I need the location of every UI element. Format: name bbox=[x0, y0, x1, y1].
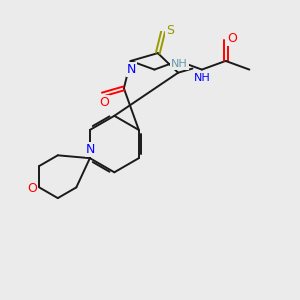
Text: O: O bbox=[99, 96, 109, 110]
Text: NH: NH bbox=[171, 59, 188, 69]
Text: O: O bbox=[27, 182, 37, 194]
Text: O: O bbox=[227, 32, 237, 46]
Text: N: N bbox=[86, 143, 95, 156]
Text: NH: NH bbox=[194, 73, 210, 83]
Text: S: S bbox=[166, 24, 174, 38]
Text: N: N bbox=[127, 63, 136, 76]
